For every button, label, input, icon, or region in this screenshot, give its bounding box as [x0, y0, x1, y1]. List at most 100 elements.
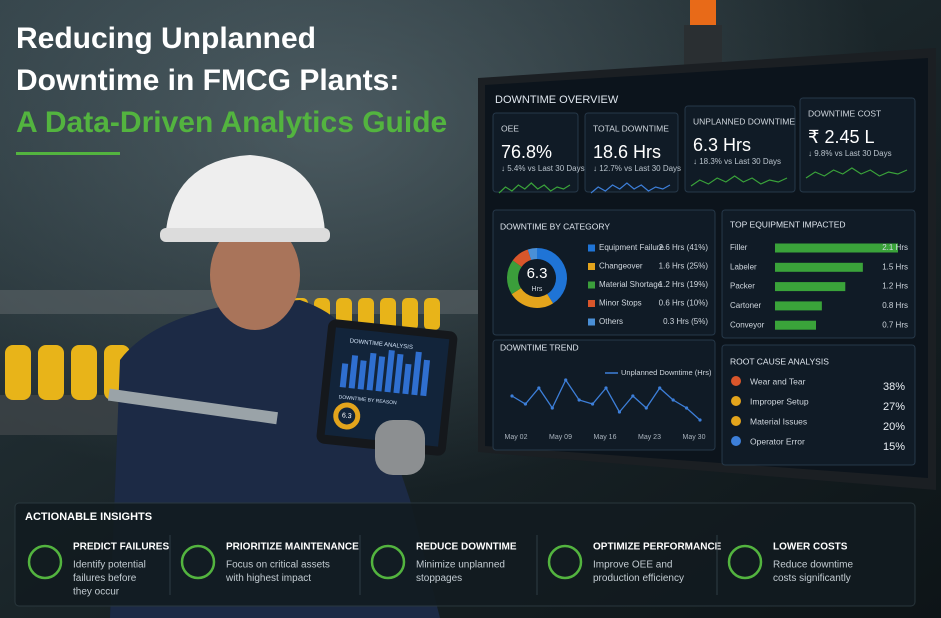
- cause-label: Wear and Tear: [750, 376, 806, 386]
- header: Reducing Unplanned Downtime in FMCG Plant…: [16, 22, 447, 155]
- kpi-change: ↓ 5.4% vs Last 30 Days: [501, 164, 585, 173]
- legend-label: Equipment Failure: [599, 243, 664, 252]
- donut-center-value: 6.3: [527, 265, 548, 282]
- trend-point: [590, 402, 595, 406]
- value-label: 1.5 Hrs: [882, 262, 908, 271]
- bar-label: Packer: [730, 282, 755, 291]
- kpi-change: ↓ 18.3% vs Last 30 Days: [693, 157, 781, 166]
- bar: [775, 282, 846, 292]
- panel: [799, 97, 916, 193]
- kpi-value: 76.8%: [501, 142, 552, 162]
- cause-share: 20%: [883, 421, 905, 433]
- legend-label: Unplanned Downtime (Hrs): [621, 368, 712, 377]
- panel: [721, 344, 916, 466]
- tablet-bar: [357, 360, 367, 390]
- trend-point: [604, 386, 608, 390]
- trend-point: [684, 406, 689, 410]
- value-label: 0.7 Hrs: [882, 320, 908, 329]
- cause-icon: [731, 436, 741, 446]
- value-label: 0.6 Hrs (10%): [659, 299, 709, 308]
- value-label: 1.2 Hrs (19%): [659, 280, 709, 289]
- bar-label: Labeler: [730, 262, 757, 271]
- bar: [775, 320, 816, 330]
- kpi-label: DOWNTIME COST: [808, 108, 881, 118]
- kpi-label: TOTAL DOWNTIME: [593, 123, 669, 133]
- kpi-change: ↓ 12.7% vs Last 30 Days: [593, 164, 681, 173]
- tablet-bar: [348, 355, 359, 389]
- dashboard-title: DOWNTIME OVERVIEW: [495, 94, 619, 106]
- donut-slice: [527, 248, 537, 260]
- legend-label: Minor Stops: [599, 299, 642, 308]
- cause-share: 38%: [883, 381, 905, 393]
- insight-icon: [727, 544, 763, 580]
- cause-share: 27%: [883, 401, 905, 413]
- bar-label: Cartoner: [730, 301, 761, 310]
- insight-title: REDUCE DOWNTIME: [416, 542, 517, 553]
- insight-desc: costs significantly: [773, 573, 851, 584]
- cause-label: Operator Error: [750, 436, 805, 446]
- tablet-bar: [384, 349, 395, 393]
- x-tick-label: May 30: [683, 434, 706, 441]
- panel-title: ROOT CAUSE ANALYSIS: [730, 356, 829, 366]
- bar: [775, 262, 863, 272]
- insight-desc: with highest impact: [225, 573, 311, 584]
- cause-share: 15%: [883, 441, 905, 453]
- insight-title: LOWER COSTS: [773, 542, 848, 553]
- donut-slice: [512, 249, 532, 267]
- kpi-value: ₹ 2.45 L: [808, 127, 875, 147]
- tablet-bar: [339, 363, 349, 388]
- insights-panel: ACTIONABLE INSIGHTS PREDICT FAILURES Ident…: [14, 502, 916, 607]
- chart-title: DOWNTIME BY CATEGORY: [500, 221, 610, 231]
- tablet-donut: [333, 402, 361, 430]
- x-tick-label: May 23: [638, 434, 661, 441]
- insight-desc: they occur: [73, 587, 120, 598]
- cause-label: Improper Setup: [750, 396, 809, 406]
- kpi-value: 18.6 Hrs: [593, 142, 661, 162]
- insights-title: ACTIONABLE INSIGHTS: [25, 511, 152, 523]
- legend-label: Changeover: [599, 262, 643, 271]
- insight-title: PRIORITIZE MAINTENANCE: [226, 542, 359, 553]
- trend-point: [577, 398, 581, 402]
- tablet-bar: [420, 359, 431, 397]
- panel: [584, 112, 679, 193]
- cause-label: Material Issues: [750, 416, 807, 426]
- insight-desc: production efficiency: [593, 573, 684, 584]
- kpi-label: UNPLANNED DOWNTIME: [693, 116, 795, 126]
- trend-point: [631, 394, 635, 398]
- bar: [775, 301, 822, 311]
- trend-point: [671, 398, 675, 402]
- legend-swatch: [588, 318, 595, 326]
- donut-slice: [507, 260, 522, 295]
- insight-title: PREDICT FAILURES: [73, 542, 169, 553]
- kpi-value: 6.3 Hrs: [693, 135, 751, 155]
- insight-desc: Improve OEE and: [593, 560, 672, 571]
- title-line: Downtime in FMCG Plants:: [16, 64, 399, 97]
- value-label: 1.6 Hrs (25%): [659, 262, 709, 271]
- tablet-bar: [402, 363, 412, 395]
- trend-point: [658, 386, 662, 390]
- value-label: 0.3 Hrs (5%): [663, 317, 708, 326]
- legend-label: Others: [599, 317, 623, 326]
- sparkline: [805, 167, 908, 179]
- value-label: 2.1 Hrs: [882, 243, 908, 252]
- x-tick-label: May 09: [549, 434, 572, 441]
- donut-slice: [511, 288, 554, 309]
- trend-point: [537, 386, 541, 390]
- title-line: Reducing Unplanned: [16, 22, 316, 55]
- insights-bg: [14, 502, 916, 607]
- beacon-base: [684, 25, 722, 65]
- title-line: A Data-Driven Analytics Guide: [16, 106, 447, 139]
- trend-point: [617, 410, 622, 414]
- donut-center-unit: Hrs: [532, 286, 543, 293]
- insight-title: OPTIMIZE PERFORMANCE: [593, 542, 722, 553]
- beacon: [690, 0, 716, 25]
- trend-point: [698, 418, 702, 422]
- bar-label: Filler: [730, 243, 748, 252]
- insight-desc: stoppages: [416, 573, 462, 584]
- tablet-center: 6.3: [342, 412, 353, 420]
- cause-icon: [731, 416, 741, 426]
- legend-swatch: [588, 263, 595, 270]
- insight-icon: [180, 544, 216, 580]
- panel: [492, 112, 579, 193]
